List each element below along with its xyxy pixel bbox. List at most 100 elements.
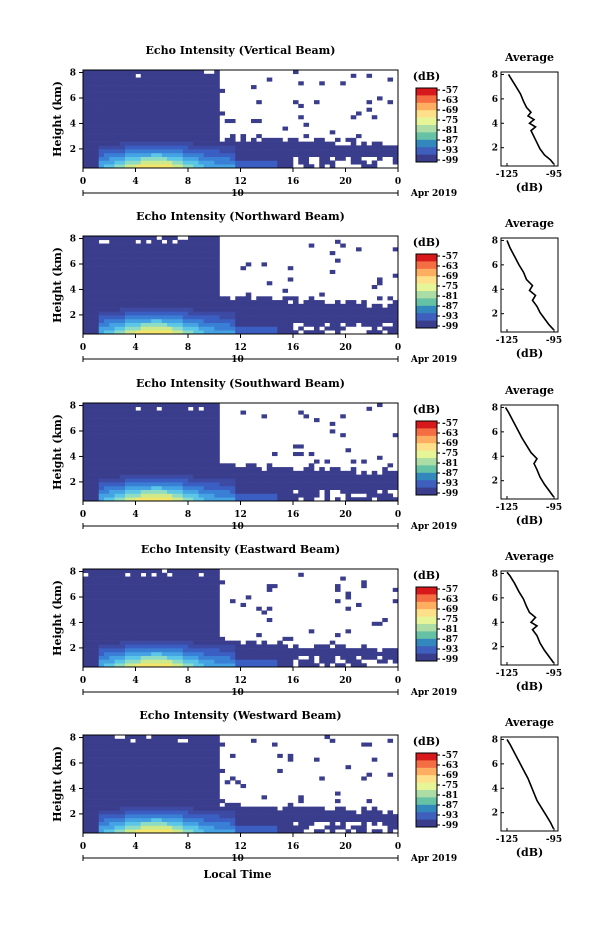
heatmap-cell [104,750,110,755]
heatmap-cell [193,595,199,600]
heatmap-cell [329,130,336,135]
heatmap-cell [329,160,336,165]
heatmap-cell [104,584,110,589]
heatmap-cell [104,425,110,430]
heatmap-cell [98,425,105,430]
heatmap-cell [130,73,136,78]
heatmap-cell [172,806,178,811]
heatmap-cell [135,772,142,777]
heatmap-cell [308,648,315,653]
heatmap-cell [161,406,168,411]
heatmap-cell [151,414,157,419]
heatmap-cell [282,126,289,131]
heatmap-cell [83,236,89,241]
heatmap-cell [114,322,121,327]
heatmap-cell [98,753,105,758]
heatmap-cell [130,303,136,308]
heatmap-cell [361,648,367,653]
heatmap-cell [98,269,105,274]
heatmap-cell [203,300,210,305]
heatmap-cell [188,254,194,259]
heatmap-cell [324,810,331,815]
heatmap-cell [303,478,310,483]
heatmap-cell [209,277,215,282]
heatmap-cell [119,296,126,301]
heatmap-cell [335,825,341,830]
heatmap-cell [214,285,220,290]
heatmap-cell [224,307,231,312]
heatmap-cell [198,467,205,472]
heatmap-cell [256,817,262,822]
heatmap-cell [177,448,184,453]
x-tick-label: 8 [185,676,191,686]
heatmap-cell [135,485,142,490]
heatmap-cell [266,149,273,154]
heatmap-cell [104,474,110,479]
heatmap-cell [214,814,220,819]
heatmap-cell [151,281,157,286]
heatmap-cell [140,247,147,252]
heatmap-cell [203,493,210,498]
heatmap-cell [209,119,215,124]
heatmap-cell [219,640,226,645]
heatmap-cell [188,576,194,581]
heatmap-cell [324,474,331,479]
heatmap-cell [214,610,220,615]
date-label: Apr 2019 [410,688,457,698]
heatmap-cell [366,311,373,316]
heatmap-cell [188,152,194,157]
heatmap-cell [88,829,94,834]
colorbar-frame [415,420,438,496]
profile-line [506,240,555,331]
heatmap-cell [83,757,89,762]
colorbar-segment [416,594,437,603]
heatmap-cell [182,470,189,475]
heatmap-cell [109,330,115,335]
heatmap-cell [119,122,126,127]
heatmap-cell [151,81,157,86]
heatmap-cell [198,243,205,248]
heatmap-cell [177,621,184,626]
heatmap-cell [193,614,199,619]
heatmap-cell [151,799,157,804]
heatmap-cell [209,493,215,498]
heatmap-cell [114,467,121,472]
heatmap-cell [151,311,157,316]
heatmap-cell [88,655,94,660]
heatmap-cell [135,318,142,323]
heatmap-cell [293,493,299,498]
heatmap-cell [203,569,210,574]
heatmap-cell [125,236,131,241]
heatmap-cell [156,239,163,244]
heatmap-cell [140,111,147,116]
heatmap-cell [135,134,142,139]
heatmap-cell [172,761,178,766]
heatmap-cell [83,576,89,581]
heatmap-cell [272,485,278,490]
heatmap-cell [282,482,289,487]
heatmap-cell [382,482,388,487]
heatmap-cell [93,115,100,120]
heatmap-cell [188,742,194,747]
heatmap-cell [114,85,121,90]
heatmap-cell [140,429,147,434]
heatmap-cell [130,772,136,777]
heatmap-cell [209,651,215,656]
heatmap-cell [230,821,236,826]
heatmap-cell [109,757,115,762]
heatmap-cell [377,307,383,312]
heatmap-cell [251,478,257,483]
heatmap-cell [135,277,142,282]
heatmap-cell [167,799,173,804]
heatmap-cell [235,489,241,494]
heatmap-cell [140,440,147,445]
heatmap-cell [209,784,215,789]
heatmap-cell [214,322,220,327]
heatmap-cell [188,322,194,327]
heatmap-cell [146,96,152,101]
heatmap-cell [209,640,215,645]
heatmap-cell [314,474,320,479]
heatmap-cell [114,239,121,244]
heatmap-cell [329,269,336,274]
heatmap-cell [125,595,131,600]
